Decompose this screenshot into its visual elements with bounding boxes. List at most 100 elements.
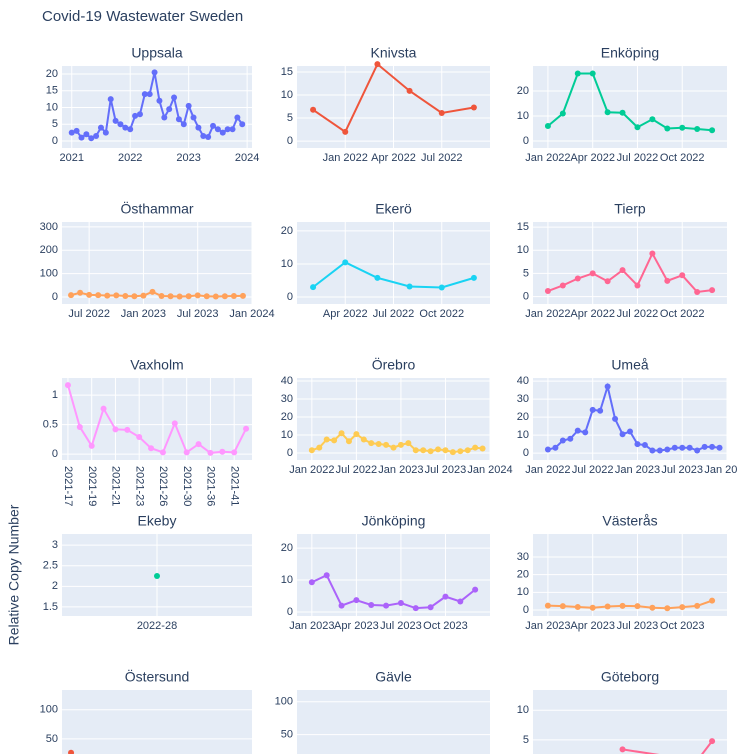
data-point (234, 114, 241, 121)
data-point (406, 283, 413, 290)
y-tick-label: 5 (523, 267, 529, 279)
data-point (78, 134, 85, 141)
data-point (171, 94, 178, 101)
subplot: Vaxholm 0 0.5 1 2021-17 2021-19 2021-21 2021-23… (43, 357, 252, 506)
subplot-title: Ekerö (375, 201, 412, 217)
data-point (694, 447, 701, 454)
x-tick-label: Jan 2022 (289, 464, 334, 476)
data-point (148, 445, 155, 452)
data-point (97, 124, 104, 131)
data-point (574, 427, 581, 434)
data-point (127, 126, 134, 133)
x-tick-label: Jan 2023 (615, 464, 660, 476)
x-tick-label: Jan 2024 (467, 464, 512, 476)
data-point (368, 601, 375, 608)
x-tick-label: Oct 2022 (660, 308, 705, 320)
subplot: Göteborg 5 10 (517, 669, 727, 754)
y-tick-label: 0 (52, 135, 58, 147)
subplot-title: Gävle (375, 669, 412, 685)
x-tick-label: Jul 2023 (425, 464, 467, 476)
y-tick-label: 0 (523, 604, 529, 616)
data-point (323, 572, 330, 579)
subplot: Västerås 0 10 20 30 Jan 2023 Apr 2023 Jul 2023 O… (517, 513, 727, 632)
y-tick-label: 20 (281, 542, 293, 554)
y-tick-label: 15 (281, 66, 293, 78)
data-point (338, 602, 345, 609)
data-point (68, 129, 75, 136)
data-point (701, 443, 708, 450)
data-point (219, 448, 226, 455)
y-tick-label: 0 (287, 291, 293, 303)
data-point (679, 604, 686, 611)
y-tick-label: 20 (281, 411, 293, 423)
y-tick-label: 1.5 (43, 601, 58, 613)
y-tick-label: 1 (52, 389, 58, 401)
data-point (574, 70, 581, 77)
data-point (230, 293, 237, 300)
data-point (567, 435, 574, 442)
data-point (104, 292, 111, 299)
data-point (166, 106, 173, 113)
x-tick-label: 2021-41 (228, 466, 240, 506)
y-tick-label: 30 (281, 393, 293, 405)
data-point (243, 425, 250, 432)
chart-title: Covid-19 Wastewater Sweden (42, 8, 243, 25)
data-point (360, 436, 367, 443)
x-tick-label: 2021-26 (157, 466, 169, 506)
data-point (694, 288, 701, 295)
data-point (435, 446, 442, 453)
plot-area (533, 690, 727, 754)
x-tick-label: Apr 2022 (570, 308, 615, 320)
data-point (353, 431, 360, 438)
data-point (375, 440, 382, 447)
data-point (390, 444, 397, 451)
data-point (479, 445, 486, 452)
data-point (345, 438, 352, 445)
y-tick-label: 10 (517, 704, 529, 716)
x-tick-label: Apr 2022 (371, 152, 416, 164)
data-point (112, 426, 119, 433)
data-point (68, 292, 75, 299)
subplot: Tierp 0 5 10 15 Jan 2022 Apr 2022 Jul 2022 Oct 2… (517, 201, 727, 320)
y-tick-label: 0 (52, 448, 58, 460)
data-point (427, 604, 434, 611)
plot-area (533, 378, 727, 460)
data-point (368, 440, 375, 447)
series-line (622, 740, 713, 754)
data-point (229, 126, 236, 133)
y-tick-label: 50 (46, 733, 58, 745)
x-tick-label: 2024 (235, 152, 259, 164)
subplot: Umeå 0 10 20 30 40 Jan 2022 Jul 2022 Jan 2023 Jul… (517, 357, 737, 476)
x-tick-label: Jan 2022 (525, 464, 570, 476)
y-axis-label: Relative Copy Number (6, 504, 22, 645)
y-tick-label: 100 (40, 704, 58, 716)
data-point (457, 598, 464, 605)
x-tick-label: Jul 2023 (177, 308, 219, 320)
data-point (664, 125, 671, 132)
data-point (310, 284, 317, 291)
data-point (427, 448, 434, 455)
data-point (374, 61, 381, 68)
subplot-title: Östersund (125, 668, 190, 685)
data-point (641, 442, 648, 449)
y-tick-label: 50 (281, 729, 293, 741)
data-point (582, 429, 589, 436)
data-point (544, 123, 551, 129)
data-point (383, 602, 390, 609)
data-point (544, 446, 551, 453)
y-tick-label: 10 (46, 101, 58, 113)
y-tick-label: 15 (46, 85, 58, 97)
data-point (175, 116, 182, 123)
x-tick-label: Jan 2023 (121, 308, 166, 320)
data-point (323, 436, 330, 443)
data-point (141, 91, 148, 98)
x-tick-label: 2021-17 (62, 466, 74, 506)
data-point (552, 444, 559, 451)
data-point (464, 447, 471, 454)
subplot: Ekeby 1.5 2 2.5 3 2022-28 (43, 513, 252, 632)
y-tick-label: 10 (281, 429, 293, 441)
data-point (634, 603, 641, 610)
plot-area (533, 66, 727, 148)
data-point (671, 444, 678, 451)
plot-area (62, 222, 252, 304)
